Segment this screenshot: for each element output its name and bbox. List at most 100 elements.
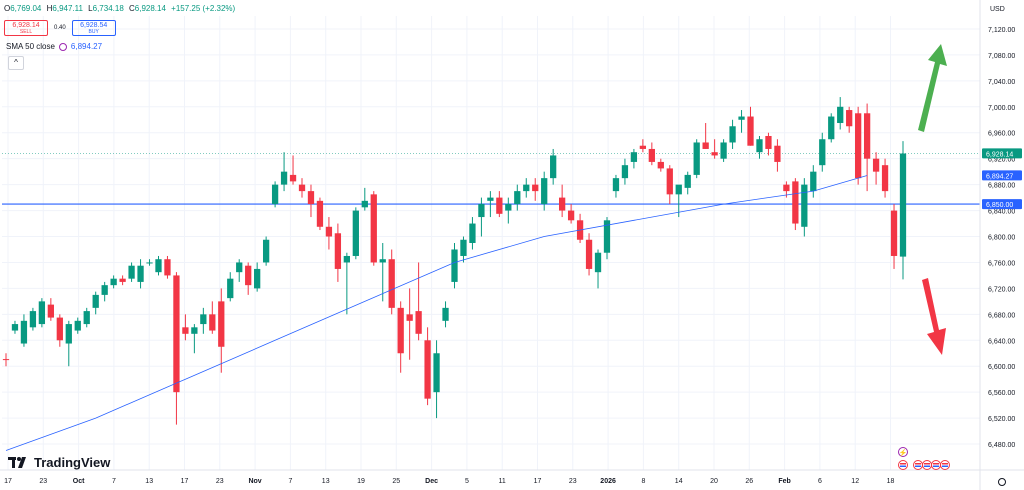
sell-price: 6,928.14 xyxy=(12,22,40,29)
candle-body xyxy=(397,307,404,354)
x-tick-label: 13 xyxy=(322,478,330,485)
down-arrow-icon xyxy=(922,278,946,355)
price-label-box xyxy=(982,199,1022,210)
candle-body xyxy=(280,171,288,185)
candle-body xyxy=(361,200,368,208)
x-tick-label: 19 xyxy=(357,478,365,485)
candle-body xyxy=(837,106,844,124)
candle-body xyxy=(702,142,709,149)
y-tick-label: 6,600.00 xyxy=(988,364,1015,371)
candle-body xyxy=(451,249,458,282)
candle-body xyxy=(254,268,261,289)
candle-body xyxy=(747,116,754,146)
candle-body xyxy=(164,259,171,276)
us-flag-stripe xyxy=(942,465,948,467)
candle-body xyxy=(496,197,503,214)
candle-body xyxy=(478,204,485,218)
y-tick-label: 7,000.00 xyxy=(988,105,1015,112)
candle-body xyxy=(612,178,620,192)
x-tick-label: 23 xyxy=(216,478,224,485)
candle-body xyxy=(899,153,907,257)
x-tick-label: 8 xyxy=(641,478,645,485)
candle-body xyxy=(236,262,243,273)
candle-body xyxy=(666,168,673,195)
x-tick-label: 12 xyxy=(851,478,859,485)
candle-body xyxy=(585,239,593,269)
candle-body xyxy=(29,311,37,328)
x-tick-label: 17 xyxy=(4,478,12,485)
y-tick-label: 6,840.00 xyxy=(988,209,1015,216)
candle-body xyxy=(738,116,745,120)
ohlc-low-key: L xyxy=(88,4,93,13)
x-tick-label: 2026 xyxy=(600,478,616,485)
price-label-box xyxy=(982,148,1022,159)
x-tick-label: 17 xyxy=(534,478,542,485)
x-tick-label: 23 xyxy=(569,478,577,485)
y-tick-label: 6,960.00 xyxy=(988,131,1015,138)
candle-body xyxy=(532,184,539,192)
candle-body xyxy=(119,278,126,282)
candle-body xyxy=(2,359,10,361)
candle-body xyxy=(630,152,638,162)
horizontal-line-6850[interactable] xyxy=(2,153,980,205)
us-flag-icon xyxy=(940,460,950,470)
ohlc-readout: O6,769.04 H6,947.11 L6,734.18 C6,928.14 … xyxy=(4,4,238,13)
tradingview-logo[interactable]: TradingView xyxy=(8,455,110,470)
x-tick-label: 14 xyxy=(675,478,683,485)
time-axis[interactable]: 17 23 Oct 7 13 17 23 Nov 7 13 19 25 Dec 5 11 17 23 2026 8 1… xyxy=(0,469,1024,486)
candle-body xyxy=(424,340,431,399)
y-tick-label: 7,040.00 xyxy=(988,79,1015,86)
candle-body xyxy=(765,135,772,149)
buy-button[interactable]: 6,928.54 BUY xyxy=(71,20,116,36)
candle-body xyxy=(218,301,225,347)
candle-body xyxy=(271,184,279,205)
x-tick-label: 13 xyxy=(145,478,153,485)
sma-value: 6,894.27 xyxy=(70,42,103,51)
spread-value: 0.40 xyxy=(54,25,66,31)
candle-body xyxy=(11,324,19,331)
candle-body xyxy=(442,307,449,321)
y-tick-label: 6,520.00 xyxy=(988,416,1015,423)
sma-legend[interactable]: SMA 50 close 6,894.27 xyxy=(6,42,102,51)
us-flag-stripe xyxy=(924,463,930,465)
candle-body xyxy=(47,304,54,318)
candle-body xyxy=(720,142,727,159)
candle-body xyxy=(128,265,135,279)
x-tick-label: 11 xyxy=(499,478,506,485)
candle-body xyxy=(200,314,207,325)
candle-body xyxy=(684,174,691,188)
candle-body xyxy=(639,145,647,149)
candle-body xyxy=(819,139,826,166)
price-axis[interactable]: 7,120.00 7,080.00 7,040.00 7,000.00 6,960.00… xyxy=(979,0,1015,490)
candle-body xyxy=(155,259,162,273)
collapse-legend-button[interactable]: ^ xyxy=(8,56,24,70)
event-icons[interactable]: ⚡ xyxy=(898,447,950,470)
sell-button[interactable]: 6,928.14 SELL xyxy=(4,20,48,36)
ohlc-change: +157.25 (+2.32%) xyxy=(171,4,236,13)
up-arrow-icon xyxy=(918,44,947,132)
x-tick-label: 6 xyxy=(818,478,822,485)
currency-label: USD xyxy=(990,6,1005,13)
settings-icon[interactable] xyxy=(58,42,67,51)
candle-body xyxy=(352,210,359,256)
candle-body xyxy=(729,126,736,143)
tradingview-mark-icon xyxy=(8,456,26,468)
candle-body xyxy=(855,113,862,179)
price-label-text: 6,894.27 xyxy=(986,173,1013,180)
sell-label: SELL xyxy=(19,29,33,35)
candle-body xyxy=(460,239,467,256)
price-labels: 6,928.14 6,894.27 6,850.00 xyxy=(982,148,1022,210)
buy-label: BUY xyxy=(88,29,99,35)
x-tick-label: 7 xyxy=(288,478,292,485)
candle-body xyxy=(110,278,117,286)
candle-body xyxy=(594,252,602,273)
candle-body xyxy=(774,145,781,162)
candle-body xyxy=(603,220,611,253)
candle-body xyxy=(173,275,180,393)
x-tick-label: 26 xyxy=(745,478,753,485)
candle-body xyxy=(550,155,557,179)
candle-body xyxy=(792,181,799,224)
candle-body xyxy=(379,259,386,263)
candle-body xyxy=(209,314,216,331)
